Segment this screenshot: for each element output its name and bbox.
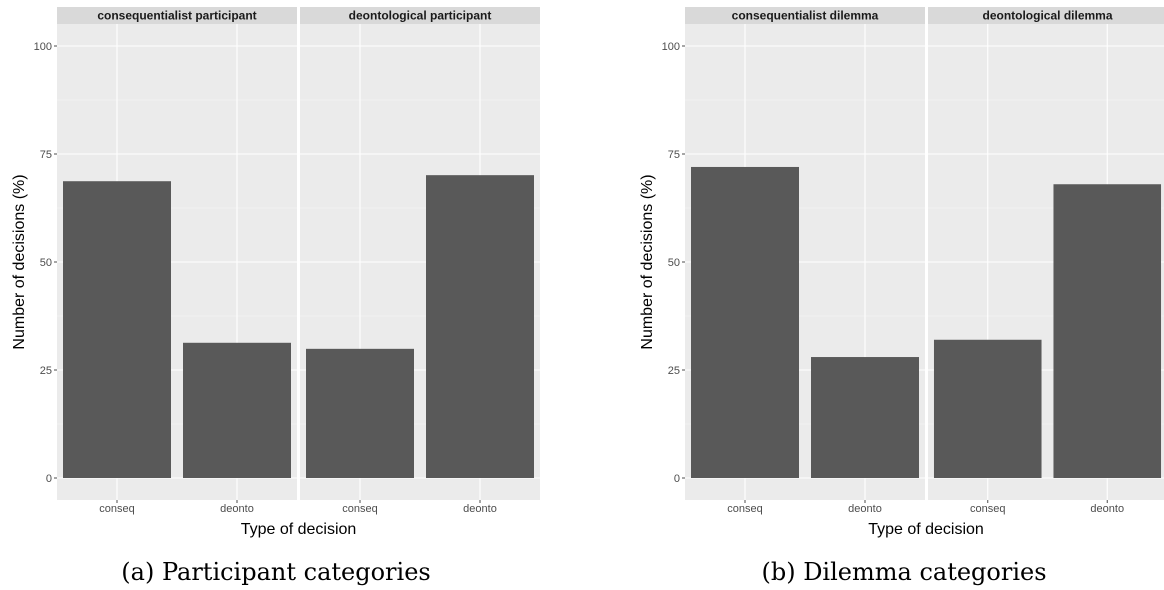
- facet-strip-label: consequentialist dilemma: [732, 9, 879, 23]
- bar-conseq: [306, 348, 414, 478]
- facet-strip: [685, 7, 925, 24]
- y-axis-title: Number of decisions (%): [639, 174, 656, 349]
- x-axis-title: Type of decision: [241, 521, 357, 538]
- bar-conseq: [691, 166, 799, 478]
- y-tick-label: 50: [40, 257, 52, 269]
- facet-panel: deontological participant conseq deonto: [300, 7, 540, 515]
- y-tick-label: 50: [668, 257, 680, 269]
- x-tick-label: conseq: [727, 503, 762, 515]
- bar-deonto: [1053, 184, 1162, 479]
- y-tick-label: 75: [668, 149, 680, 161]
- y-tick-label: 100: [662, 41, 680, 53]
- y-tick-label: 0: [674, 473, 680, 485]
- y-tick-label: 25: [668, 365, 680, 377]
- facet-strip: [57, 7, 297, 24]
- facet-panel: deontological dilemma conseq deonto: [928, 7, 1164, 515]
- x-tick-label: deonto: [848, 503, 882, 515]
- x-tick-label: conseq: [970, 503, 1005, 515]
- facet-panel: consequentialist participant conseq deonto: [57, 7, 297, 515]
- bar-deonto: [183, 342, 291, 478]
- x-tick-label: deonto: [463, 503, 497, 515]
- bar-deonto: [811, 357, 919, 478]
- facet-strip-label: consequentialist participant: [97, 9, 256, 23]
- facet-strip: [928, 7, 1164, 24]
- subfigure-caption: (b) Dilemma categories: [761, 558, 1046, 586]
- x-tick-label: deonto: [1090, 503, 1124, 515]
- bar-conseq: [63, 181, 171, 478]
- y-tick-label: 25: [40, 365, 52, 377]
- bar-deonto: [426, 175, 534, 478]
- facet-strip-label: deontological dilemma: [982, 9, 1112, 23]
- y-tick-label: 75: [40, 149, 52, 161]
- bar-conseq: [933, 339, 1042, 478]
- subfigure-caption: (a) Participant categories: [121, 558, 430, 586]
- y-axis-title: Number of decisions (%): [11, 174, 28, 349]
- y-tick-label: 0: [46, 473, 52, 485]
- facet-strip-label: deontological participant: [349, 9, 492, 23]
- facet-strip: [300, 7, 540, 24]
- y-tick-label: 100: [34, 41, 52, 53]
- x-tick-label: conseq: [342, 503, 377, 515]
- x-tick-label: deonto: [220, 503, 254, 515]
- x-axis-title: Type of decision: [868, 521, 984, 538]
- facet-panel: consequentialist dilemma conseq deonto: [685, 7, 925, 515]
- x-tick-label: conseq: [99, 503, 134, 515]
